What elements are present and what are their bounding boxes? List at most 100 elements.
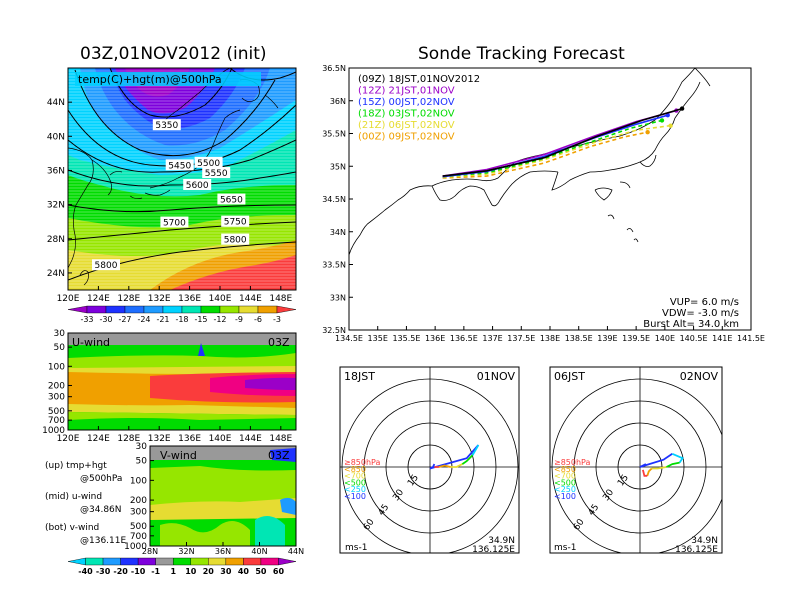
map-x-tick-label: 144E (239, 294, 262, 304)
contour-label: 5450 (168, 161, 191, 171)
track-x-tick-label: 139.5E (622, 334, 650, 343)
wind-colorbar-swatch (102, 557, 121, 566)
vwind-x-tick-label: 32N (178, 547, 194, 556)
hodo-legend-entry: ≥850hPa (554, 458, 591, 467)
colorbar-label: -21 (156, 315, 169, 324)
temperature-colorbar: -33 -30 -27 -24 -21 -18 -15 -12 -9 -6 -3 (67, 305, 297, 324)
hodo-right-unit: ms-1 (554, 543, 576, 553)
colorbar-label: -15 (194, 315, 207, 324)
contour-label-bg (202, 167, 231, 179)
note-bot-2: @136.11E (80, 536, 127, 546)
track-x-tick-label: 134.5E (335, 334, 363, 343)
colorbar-swatch (219, 305, 240, 314)
hodo-legend-entry: <100 (554, 492, 576, 501)
hodo-legend-entry: <250 (344, 485, 366, 494)
track-y-tick-label: 36N (330, 97, 346, 106)
sonde-track-endpoint (659, 118, 665, 123)
map-y-tick-label: 24N (47, 269, 65, 279)
wind-colorbar-swatch (208, 557, 227, 566)
vup-label: VUP= 6.0 m/s (670, 297, 739, 308)
uwind-label: U-wind (72, 336, 110, 349)
contour-label-bg (221, 215, 250, 227)
hodo-right-lat: 34.9N (691, 536, 718, 546)
wind-colorbar-label: 1 (170, 567, 176, 576)
note-mid-2: @34.86N (80, 505, 122, 515)
track-x-tick-label: 137E (482, 334, 502, 343)
vwind-x-tick-label: 28N (142, 547, 158, 556)
note-up-1: (up) tmp+hgt (45, 461, 107, 471)
contour-label-bg (165, 159, 194, 171)
wind-colorbar-label: 10 (185, 567, 197, 576)
uwind-panel (68, 333, 296, 430)
wind-colorbar-label: -30 (96, 567, 111, 576)
track-legend-entry: (09Z) 18JST,01NOV2012 (358, 74, 480, 85)
map-y-ticks: 24N 28N 32N 36N 40N 44N (47, 98, 72, 279)
sonde-track-line (442, 124, 671, 179)
wind-colorbar-label: -10 (131, 567, 146, 576)
track-legend-entry: (12Z) 21JST,01NOV (358, 86, 455, 97)
map-x-tick-label: 120E (57, 294, 80, 304)
hodo-right-lon: 136.125E (675, 545, 718, 555)
wind-colorbar: -40 -30 -20 -10 -1 1 10 20 30 40 50 60 (67, 557, 297, 576)
track-x-tick-label: 139E (597, 334, 617, 343)
uwind-x-tick-label: 124E (87, 434, 110, 444)
hodo-legend-entry: <500 (554, 478, 576, 487)
hodo-trace (461, 454, 474, 465)
wind-colorbar-swatch (225, 557, 244, 566)
track-x-tick-label: 138E (540, 334, 560, 343)
pressure-tick-label: 200 (48, 381, 65, 391)
map-y-tick-label: 40N (47, 132, 65, 142)
vwind-x-tick-label: 40N (251, 547, 267, 556)
map-x-ticks: 120E 124E 128E 132E 136E 140E 144E 148E (57, 286, 293, 304)
contour-label-bg (183, 178, 212, 190)
wind-colorbar-label: -1 (151, 567, 160, 576)
note-mid-1: (mid) u-wind (45, 492, 103, 502)
wind-colorbar-label: 60 (273, 567, 285, 576)
contour-label-bg (221, 233, 250, 245)
wind-colorbar-label: 30 (220, 567, 232, 576)
contour-label-bg (217, 193, 246, 205)
hodo-left-frame (339, 366, 520, 554)
pressure-tick-label: 1000 (124, 542, 147, 552)
wind-colorbar-swatch (155, 557, 174, 566)
track-legend-entry: (21Z) 06JST,02NOV (358, 120, 455, 131)
track-y-tick-label: 34N (330, 228, 346, 237)
sonde-track-line (442, 107, 683, 177)
track-y-tick-label: 33N (330, 293, 346, 302)
sonde-track-line (442, 119, 663, 178)
track-x-tick-label: 135.5E (392, 334, 420, 343)
contour-label: 5600 (186, 181, 209, 191)
track-y-tick-label: 34.5N (322, 195, 346, 204)
wind-colorbar-swatch (173, 557, 191, 566)
contour-label-bg (92, 259, 120, 271)
colorbar-label: -12 (213, 315, 226, 324)
track-y-tick-label: 35.5N (322, 130, 346, 139)
map-label: temp(C)+hgt(m)@500hPa (78, 73, 222, 86)
track-x-tick-label: 137.5E (507, 334, 535, 343)
hodo-left-date: 01NOV (477, 370, 516, 383)
hodo-left-lon: 136.125E (472, 545, 515, 555)
hodo-right-time: 06JST (554, 370, 585, 383)
uwind-x-tick-label: 120E (57, 434, 80, 444)
contour-label: 5800 (95, 261, 118, 271)
sonde-track-endpoint (668, 123, 673, 128)
sonde-track-endpoint (679, 106, 685, 111)
colorbar-swatch (105, 305, 126, 314)
track-y-tick-label: 35N (330, 162, 346, 171)
wind-colorbar-swatch (137, 557, 156, 566)
track-frame (348, 67, 752, 331)
uwind-x-tick-label: 144E (239, 434, 262, 444)
contour-label-bg (194, 156, 223, 168)
track-x-tick-label: 136E (425, 334, 445, 343)
track-x-tick-label: 141.5E (737, 334, 765, 343)
hodo-left-time: 18JST (344, 370, 375, 383)
pressure-tick-label: 50 (136, 457, 148, 467)
wind-colorbar-label: -20 (113, 567, 128, 576)
contour-label: 5500 (197, 159, 220, 169)
sonde-track-line (442, 131, 648, 179)
hodo-left-unit: ms-1 (345, 543, 367, 553)
